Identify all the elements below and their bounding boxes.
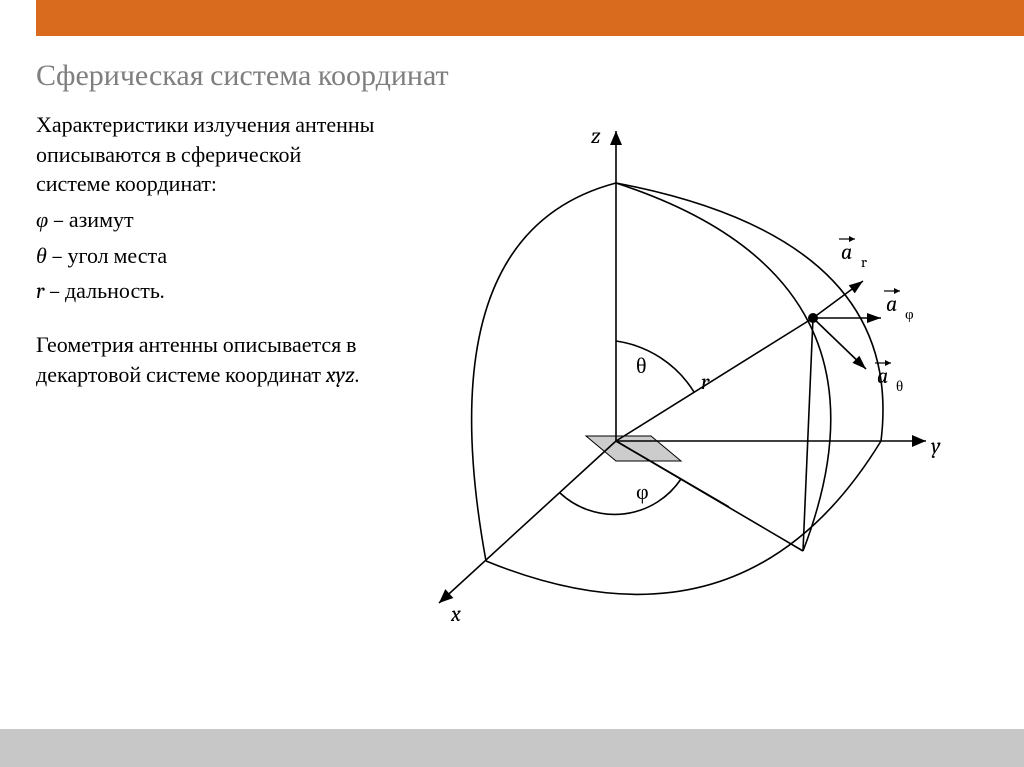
accent-strip xyxy=(36,0,1024,36)
page-title: Сферическая система координат xyxy=(36,58,1024,93)
coordinate-diagram: zyxrθφaraφaθ xyxy=(376,111,1024,675)
footer-bar xyxy=(0,729,1024,767)
svg-text:y: y xyxy=(931,433,941,459)
def-theta: θ – угол места xyxy=(36,242,376,272)
svg-text:φ: φ xyxy=(636,479,649,505)
svg-text:r: r xyxy=(861,253,867,271)
def-phi: φ – азимут xyxy=(36,206,376,236)
svg-text:a: a xyxy=(877,363,888,389)
svg-text:φ: φ xyxy=(905,305,914,323)
svg-text:θ: θ xyxy=(636,353,647,379)
svg-text:z: z xyxy=(591,123,601,149)
svg-text:r: r xyxy=(701,369,710,395)
paragraph-1: Характеристики излучения антенны описыва… xyxy=(36,111,376,200)
text-column: Характеристики излучения антенны описыва… xyxy=(36,111,376,675)
svg-text:a: a xyxy=(886,291,897,317)
svg-text:a: a xyxy=(841,239,852,265)
svg-text:θ: θ xyxy=(896,377,903,395)
paragraph-2: Геометрия антенны описывается в декартов… xyxy=(36,331,376,390)
top-accent-bar xyxy=(0,0,1024,36)
def-r: r – дальность. xyxy=(36,277,376,307)
svg-text:x: x xyxy=(450,601,461,627)
